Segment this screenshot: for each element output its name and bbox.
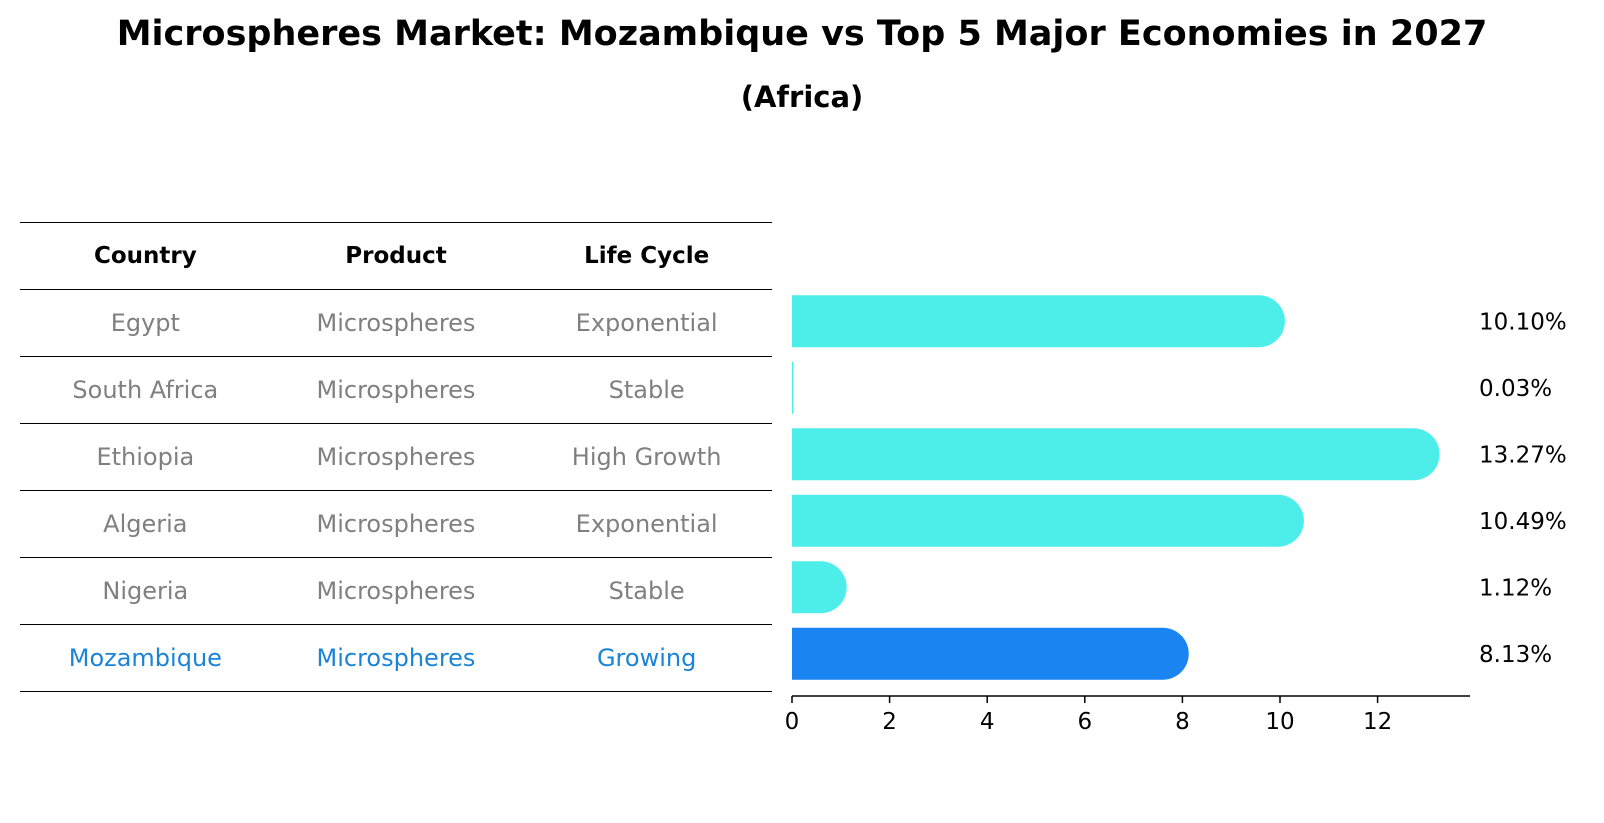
x-tick-label: 0 <box>785 709 800 735</box>
bar-nigeria <box>792 561 847 614</box>
cell-product: Microspheres <box>316 443 476 471</box>
cell-product: Microspheres <box>316 309 476 337</box>
x-tick-label: 12 <box>1363 709 1392 735</box>
table-row: South Africa Microspheres Stable <box>20 356 772 423</box>
bar-mozambique <box>792 627 1189 680</box>
cell-country: Ethiopia <box>96 443 195 471</box>
data-label: 10.10% <box>1479 309 1567 335</box>
cell-life-cycle: Growing <box>596 644 697 672</box>
bar-south-africa <box>792 361 794 414</box>
chart-title: Microspheres Market: Mozambique vs Top 5… <box>116 14 1488 54</box>
table-row: Egypt Microspheres Exponential <box>20 289 772 356</box>
cell-product: Microspheres <box>316 644 476 672</box>
table-header-row: Country Product Life Cycle <box>20 222 772 289</box>
cell-country: Mozambique <box>68 644 222 672</box>
cell-life-cycle: Stable <box>608 376 685 404</box>
cell-country: Nigeria <box>102 577 189 605</box>
cell-product: Microspheres <box>316 376 476 404</box>
cell-country: Egypt <box>110 309 180 337</box>
cell-life-cycle: Stable <box>608 577 685 605</box>
data-label: 13.27% <box>1479 442 1567 468</box>
cell-product: Microspheres <box>316 510 476 538</box>
bar-ethiopia <box>791 428 1440 481</box>
data-label: 10.49% <box>1479 509 1567 535</box>
x-tick-label: 2 <box>882 709 897 735</box>
bar-egypt <box>792 295 1285 348</box>
data-label: 8.13% <box>1479 642 1552 668</box>
cell-life-cycle: High Growth <box>571 443 722 471</box>
table-row: Nigeria Microspheres Stable <box>20 557 772 624</box>
cell-country: Algeria <box>103 510 188 538</box>
header-country: Country <box>93 243 197 269</box>
cell-life-cycle: Exponential <box>575 309 718 337</box>
header-product: Product <box>345 243 447 269</box>
data-label: 1.12% <box>1479 575 1552 601</box>
cell-life-cycle: Exponential <box>575 510 718 538</box>
data-table: Country Product Life Cycle Egypt Microsp… <box>20 222 772 692</box>
table-row: Algeria Microspheres Exponential <box>20 490 772 557</box>
x-tick-label: 6 <box>1077 709 1092 735</box>
bar-algeria <box>792 494 1304 547</box>
table-row: Ethiopia Microspheres High Growth <box>20 423 772 490</box>
x-tick-label: 8 <box>1175 709 1190 735</box>
x-tick-label: 4 <box>980 709 995 735</box>
header-life-cycle: Life Cycle <box>584 243 710 269</box>
chart-subtitle: (Africa) <box>740 80 864 114</box>
cell-product: Microspheres <box>316 577 476 605</box>
table-row-highlight: Mozambique Microspheres Growing <box>20 624 772 692</box>
data-label: 0.03% <box>1479 376 1552 402</box>
x-tick-label: 10 <box>1265 709 1294 735</box>
cell-country: South Africa <box>72 376 219 404</box>
